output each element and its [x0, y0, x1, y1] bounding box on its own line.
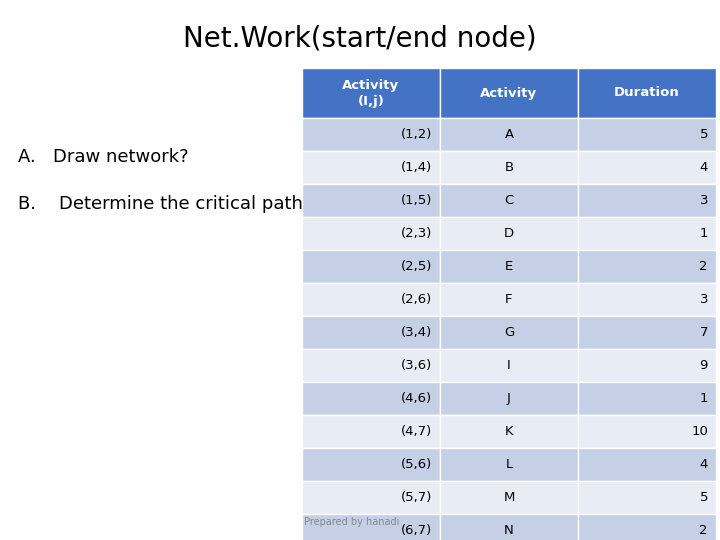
Bar [302, 118, 440, 151]
Text: F: F [505, 293, 513, 306]
Text: 2: 2 [700, 260, 708, 273]
Bar [440, 283, 578, 316]
Text: 3: 3 [700, 293, 708, 306]
Text: B.    Determine the critical path: B. Determine the critical path [18, 195, 303, 213]
Bar [578, 448, 716, 481]
Bar [302, 415, 440, 448]
Text: L: L [505, 458, 513, 471]
Bar [440, 68, 578, 118]
Text: M: M [503, 491, 515, 504]
Text: A: A [505, 128, 513, 141]
Text: Duration: Duration [614, 86, 680, 99]
Bar [440, 151, 578, 184]
Text: (5,6): (5,6) [401, 458, 432, 471]
Text: (1,2): (1,2) [400, 128, 432, 141]
Text: E: E [505, 260, 513, 273]
Text: 7: 7 [700, 326, 708, 339]
Bar [440, 316, 578, 349]
Bar [578, 184, 716, 217]
Text: D: D [504, 227, 514, 240]
Bar [440, 415, 578, 448]
Text: 1: 1 [700, 227, 708, 240]
Bar [302, 184, 440, 217]
Text: Prepared by hanadi: Prepared by hanadi [304, 517, 400, 527]
Text: 4: 4 [700, 458, 708, 471]
Text: 9: 9 [700, 359, 708, 372]
Text: (3,6): (3,6) [401, 359, 432, 372]
Bar [302, 349, 440, 382]
Bar [578, 514, 716, 540]
Bar [302, 151, 440, 184]
Text: A.   Draw network?: A. Draw network? [18, 148, 189, 166]
Text: J: J [507, 392, 511, 405]
Bar [440, 118, 578, 151]
Bar [302, 217, 440, 250]
Text: 10: 10 [691, 425, 708, 438]
Text: G: G [504, 326, 514, 339]
Bar [440, 250, 578, 283]
Text: Activity
(I,j): Activity (I,j) [343, 78, 400, 107]
Text: 2: 2 [700, 524, 708, 537]
Bar [302, 448, 440, 481]
Text: I: I [507, 359, 511, 372]
Bar [302, 514, 440, 540]
Text: 1: 1 [700, 392, 708, 405]
Bar [578, 316, 716, 349]
Text: Activity: Activity [480, 86, 538, 99]
Text: B: B [505, 161, 513, 174]
Bar [440, 481, 578, 514]
Text: (2,3): (2,3) [400, 227, 432, 240]
Bar [440, 382, 578, 415]
Bar [578, 481, 716, 514]
Bar [578, 118, 716, 151]
Text: 3: 3 [700, 194, 708, 207]
Text: K: K [505, 425, 513, 438]
Text: (2,6): (2,6) [401, 293, 432, 306]
Bar [578, 415, 716, 448]
Bar [578, 283, 716, 316]
Text: (6,7): (6,7) [401, 524, 432, 537]
Bar [578, 151, 716, 184]
Text: C: C [505, 194, 513, 207]
Bar [302, 382, 440, 415]
Text: 4: 4 [700, 161, 708, 174]
Text: 5: 5 [700, 128, 708, 141]
Text: (1,5): (1,5) [400, 194, 432, 207]
Text: (3,4): (3,4) [401, 326, 432, 339]
Text: (5,7): (5,7) [400, 491, 432, 504]
Text: (4,7): (4,7) [401, 425, 432, 438]
Text: Net.Work(start/end node): Net.Work(start/end node) [183, 24, 537, 52]
Bar [440, 349, 578, 382]
Bar [578, 250, 716, 283]
Text: 5: 5 [700, 491, 708, 504]
Bar [578, 68, 716, 118]
Bar [302, 250, 440, 283]
Bar [302, 481, 440, 514]
Bar [302, 283, 440, 316]
Bar [440, 514, 578, 540]
Bar [302, 68, 440, 118]
Bar [578, 217, 716, 250]
Bar [440, 184, 578, 217]
Bar [440, 448, 578, 481]
Bar [440, 217, 578, 250]
Text: N: N [504, 524, 514, 537]
Text: (4,6): (4,6) [401, 392, 432, 405]
Bar [578, 382, 716, 415]
Text: (2,5): (2,5) [400, 260, 432, 273]
Bar [578, 349, 716, 382]
Text: (1,4): (1,4) [401, 161, 432, 174]
Bar [302, 316, 440, 349]
